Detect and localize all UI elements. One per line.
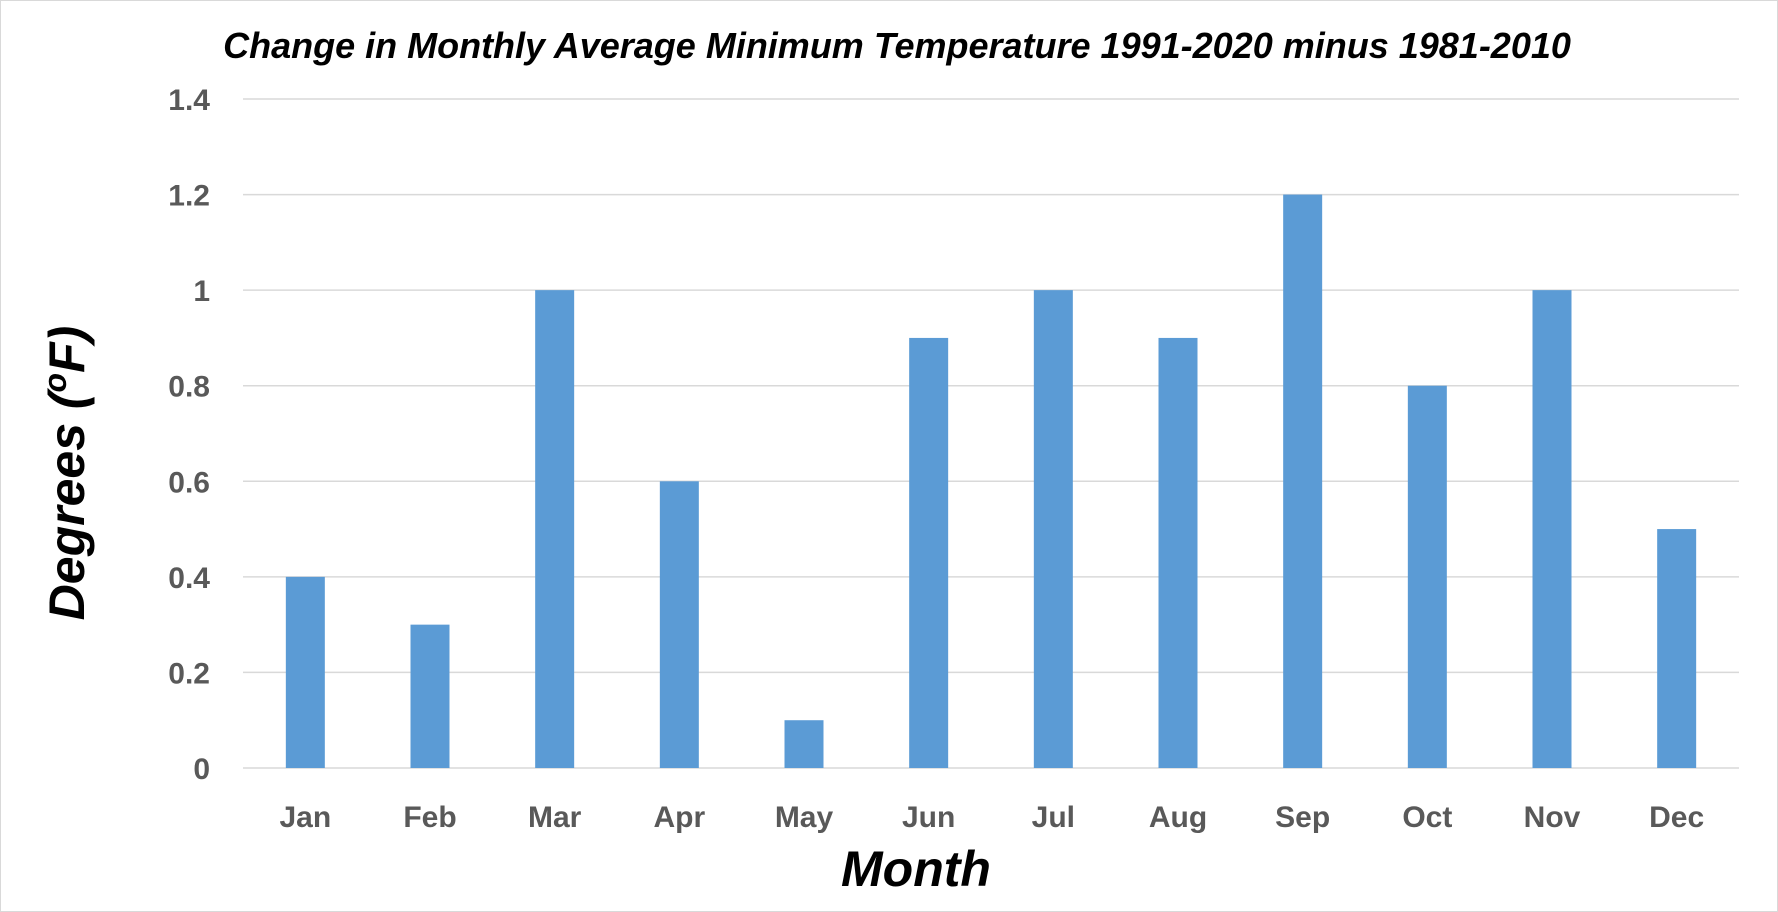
- bar-feb: [410, 624, 450, 768]
- bars: [285, 194, 1697, 769]
- y-tick-label: 0.8: [168, 371, 210, 404]
- y-axis-title: Degrees (oF): [37, 326, 95, 621]
- bar-nov: [1532, 290, 1572, 768]
- y-axis-title-suffix: F): [39, 326, 95, 373]
- x-tick-label: Jan: [279, 801, 331, 834]
- x-tick-label: May: [775, 801, 834, 834]
- x-axis-title: Month: [841, 841, 991, 897]
- x-tick-label: Mar: [528, 801, 582, 834]
- y-axis-title-prefix: Degrees (: [39, 387, 95, 620]
- y-tick-label: 1.4: [168, 84, 210, 117]
- x-tick-label: Feb: [403, 801, 456, 834]
- bar-jul: [1033, 290, 1073, 768]
- x-tick-label: Oct: [1402, 801, 1452, 834]
- y-tick-label: 0.2: [168, 657, 210, 690]
- bar-jun: [909, 337, 949, 768]
- y-axis-tick-labels: 0 0.2 0.4 0.6 0.8 1 1.2 1.4: [168, 84, 210, 786]
- x-tick-label: Dec: [1649, 801, 1704, 834]
- y-tick-label: 1.2: [168, 180, 210, 213]
- y-tick-label: 0.6: [168, 466, 210, 499]
- x-tick-label: Sep: [1275, 801, 1330, 834]
- bar-oct: [1407, 385, 1447, 768]
- x-tick-label: Jul: [1032, 801, 1075, 834]
- bar-may: [784, 720, 824, 768]
- bar-aug: [1158, 337, 1198, 768]
- y-tick-label: 0: [193, 753, 210, 786]
- bar-sep: [1283, 194, 1323, 769]
- bar-dec: [1657, 529, 1697, 768]
- bar-apr: [659, 481, 699, 768]
- y-tick-label: 1: [193, 275, 210, 308]
- x-tick-label: Nov: [1524, 801, 1581, 834]
- gridlines: [243, 98, 1739, 769]
- chart-title: Change in Monthly Average Minimum Temper…: [223, 25, 1571, 66]
- y-axis-title-superscript: o: [37, 373, 73, 393]
- bar-jan: [285, 576, 325, 768]
- x-tick-label: Aug: [1149, 801, 1207, 834]
- y-tick-label: 0.4: [168, 562, 210, 595]
- x-axis-tick-labels: Jan Feb Mar Apr May Jun Jul Aug Sep Oct Nov Dec: [279, 801, 1704, 834]
- x-tick-label: Jun: [902, 801, 955, 834]
- x-tick-label: Apr: [653, 801, 705, 834]
- bar-mar: [535, 290, 575, 768]
